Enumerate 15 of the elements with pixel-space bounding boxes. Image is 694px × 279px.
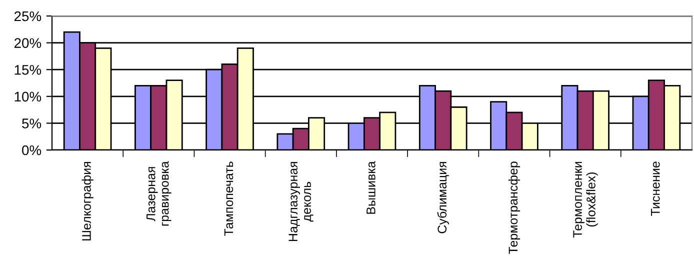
x-tick-label: Термопленки (flox&flex): [573, 162, 598, 238]
y-tick-label: 15%: [14, 64, 42, 75]
x-tick-label: Сублимация: [437, 162, 449, 234]
x-tick-label: Лазерная гравировка: [146, 161, 172, 226]
y-tick-label: 0%: [22, 145, 42, 156]
y-tick-label: 10%: [14, 92, 42, 102]
y-tick-label: 5%: [22, 118, 42, 128]
x-tick-label: Шелкография: [82, 162, 94, 240]
x-tick-label: Тиснение: [651, 162, 660, 216]
x-tick-label: Тампопечать: [224, 162, 234, 236]
x-tick-label: Термотрансфер: [508, 162, 520, 254]
y-tick-label: 25%: [14, 11, 42, 22]
x-tick-label: Вышивка: [366, 161, 376, 214]
x-tick-label: Надглазурная деколь: [288, 162, 314, 242]
y-tick-label: 20%: [14, 38, 42, 48]
